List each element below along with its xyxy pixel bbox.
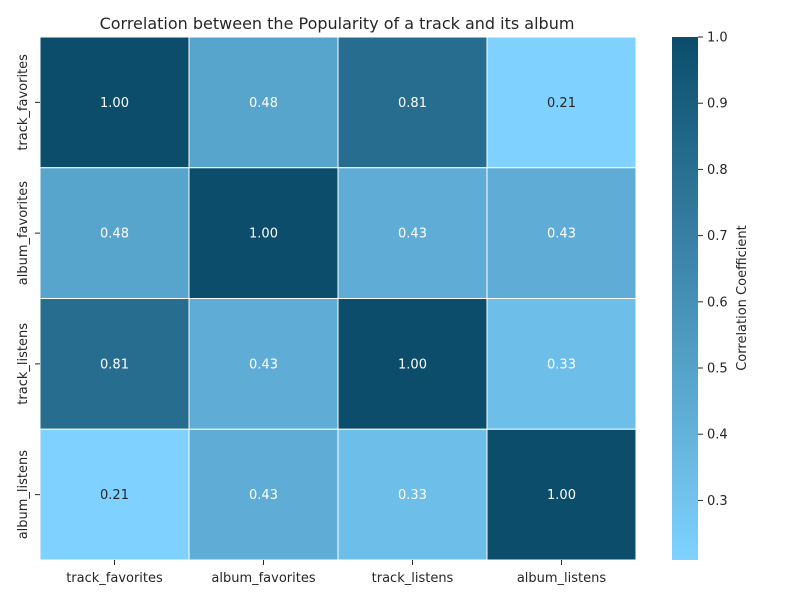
y-tick-label: album_listens [16,450,31,540]
heatmap-cell [188,36,339,169]
y-tick-label: track_favorites [16,54,31,151]
cell-value-label: 0.21 [547,96,576,111]
colorbar-tick-label: 0.9 [707,97,728,112]
y-axis: track_favorites album_favorites track_list… [16,54,40,539]
heatmap-cell [337,36,488,169]
cell-value-label: 0.21 [100,488,129,503]
cell-value-label: 1.00 [398,357,427,372]
heatmap-cell [188,428,339,561]
heatmap-cell [39,36,190,169]
colorbar-tick-label: 0.4 [707,428,728,443]
heatmap-cell [486,36,637,169]
colorbar-tick-label: 0.8 [707,163,728,178]
x-tick-label: album_listens [517,571,607,586]
colorbar-tick-label: 0.5 [707,362,728,377]
heatmap-cell [188,167,339,299]
x-tick-label: track_listens [372,571,454,586]
colorbar-tick-label: 0.7 [707,229,728,244]
heatmap-cell [337,428,488,561]
cell-value-label: 1.00 [100,96,129,111]
chart-title: Correlation between the Popularity of a … [100,14,575,33]
cell-value-label: 0.43 [249,357,278,372]
cell-value-label: 0.81 [100,357,129,372]
heatmap-cell [486,167,637,299]
colorbar-tick-label: 0.3 [707,494,728,509]
cell-value-label: 0.43 [249,488,278,503]
colorbar-axis: 0.3 0.4 0.5 0.6 0.7 0.8 0.9 1.0 [698,31,728,509]
x-tick-label: track_favorites [66,571,163,586]
colorbar-tick-label: 1.0 [707,31,728,46]
cell-value-label: 1.00 [547,488,576,503]
y-tick-label: track_listens [16,323,31,405]
colorbar-label: Correlation Coefficient [735,225,750,371]
colorbar [672,37,698,560]
x-tick-label: album_favorites [211,571,315,586]
cell-value-label: 0.33 [547,357,576,372]
cell-value-label: 0.81 [398,96,427,111]
cell-value-label: 0.33 [398,488,427,503]
x-axis: track_favorites album_favorites track_list… [66,560,606,586]
heatmap-cell [39,167,190,299]
cell-value-label: 0.43 [398,227,427,242]
heatmap-cell [486,298,637,430]
cell-value-label: 0.48 [249,96,278,111]
heatmap-cells: 1.00 0.48 0.81 0.21 0.48 1.00 0.43 0.43 0.81 0.43… [39,36,637,561]
cell-value-label: 1.00 [249,227,278,242]
y-tick-label: album_favorites [16,181,31,285]
colorbar-tick-label: 0.6 [707,295,728,310]
heatmap-cell [486,428,637,561]
heatmap-cell [188,298,339,430]
heatmap-cell [39,428,190,561]
cell-value-label: 0.48 [100,227,129,242]
cell-value-label: 0.43 [547,227,576,242]
